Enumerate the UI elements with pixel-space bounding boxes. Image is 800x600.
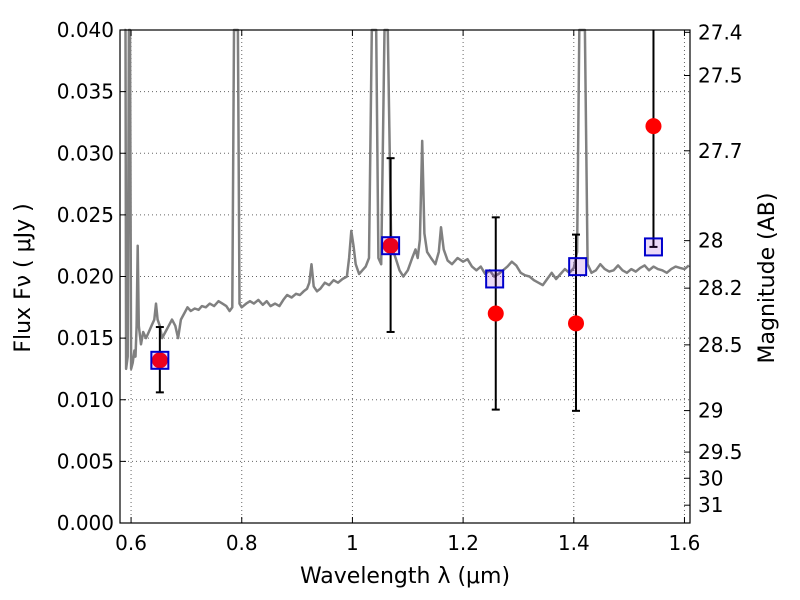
y2-tick-label: 28: [698, 229, 723, 253]
x-tick-label: 1: [346, 531, 359, 555]
error-bars: [155, 30, 658, 412]
y2-tick-label: 31: [698, 493, 723, 517]
model-photometry-series: [150, 236, 663, 370]
y-tick-label: 0.000: [57, 511, 114, 535]
y-tick-label: 0.035: [57, 80, 114, 104]
x-tick-label: 1.2: [447, 531, 479, 555]
y-tick-label: 0.025: [57, 203, 114, 227]
y2-tick-labels: 27.4 27.5 27.7 28 28.2 28.5 29 29.530 31: [698, 20, 743, 517]
y-tick-labels: 0.000 0.005 0.010 0.015 0.020 0.025 0.030 0.035…: [57, 18, 114, 535]
observed-photometry-series: [151, 118, 662, 369]
x-tick-labels: 0.6 0.8 1 1.2 1.4 1.6: [115, 531, 700, 555]
y2-tick-label: 29: [698, 399, 723, 423]
x-axis-label: Wavelength λ (μm): [300, 564, 510, 589]
y2-tick-label: 27.7: [698, 139, 743, 163]
x-tick-label: 1.4: [558, 531, 590, 555]
y2-tick-label: 29.5: [698, 440, 743, 464]
y2-tick-label: 28.2: [698, 276, 743, 300]
y2-tick-label: 28.5: [698, 333, 743, 357]
grid: [120, 29, 690, 524]
model-point: [485, 269, 505, 289]
y-tick-label: 0.015: [57, 326, 114, 350]
y2-tick-label: 27.5: [698, 64, 743, 88]
model-point: [568, 257, 588, 277]
x-tick-label: 0.8: [226, 531, 258, 555]
y-tick-label: 0.030: [57, 141, 114, 165]
y2-axis-label: Magnitude (AB): [755, 193, 780, 364]
y-tick-label: 0.010: [57, 388, 114, 412]
y-axis-label: Flux Fν ( μJy ): [11, 203, 36, 352]
axis-ticks: [120, 29, 690, 524]
y-tick-label: 0.040: [57, 18, 114, 42]
spectrum-line: [124, 28, 690, 371]
y-tick-label: 0.005: [57, 449, 114, 473]
y2-tick-label: 27.4: [698, 20, 743, 44]
spectrum-series: [124, 28, 690, 371]
model-point: [150, 350, 170, 370]
model-point: [381, 236, 401, 256]
x-tick-label: 1.6: [669, 531, 701, 555]
observed-point: [487, 305, 504, 322]
y-tick-label: 0.020: [57, 265, 114, 289]
observed-point: [151, 352, 168, 369]
model-point: [643, 237, 663, 257]
x-tick-label: 0.6: [115, 531, 147, 555]
observed-point: [568, 315, 584, 332]
observed-point: [645, 118, 662, 135]
y2-tick-label: 30: [698, 466, 723, 490]
observed-point: [382, 237, 399, 254]
